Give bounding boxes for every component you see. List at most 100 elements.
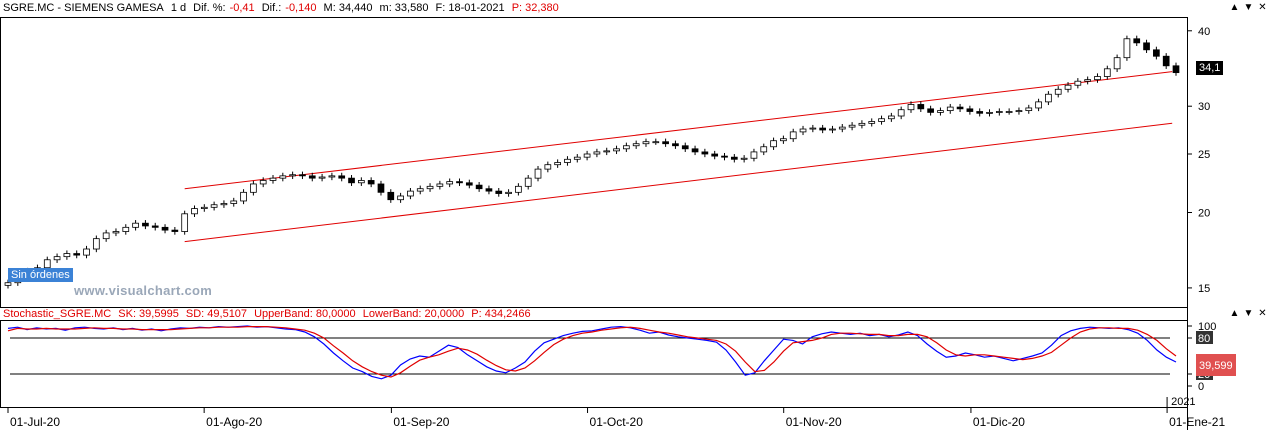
candle-down (1153, 49, 1160, 57)
candle-down (308, 175, 316, 179)
candle-down (338, 175, 346, 179)
candle-up (760, 146, 768, 153)
candle-up (230, 200, 238, 204)
price-axis-label: 30 (1198, 101, 1210, 113)
candle-down (917, 104, 925, 110)
stoch-axis-label-bg (1196, 331, 1213, 344)
candle-down (367, 180, 375, 185)
candle-up (878, 118, 885, 122)
candle-up (1103, 68, 1111, 77)
candle-down (495, 190, 503, 194)
price-axis-label: 25 (1198, 149, 1210, 161)
time-axis-label: 01-Ago-20 (206, 415, 262, 429)
stochastic-sd-line (7, 326, 1177, 378)
price-label: P: 32,380 (511, 2, 559, 14)
stoch-axis-label: 0 (1198, 381, 1204, 393)
time-axis-label: 01-Nov-20 (786, 415, 842, 429)
candle-up (789, 131, 797, 140)
max-label: M: 34,440 (323, 2, 373, 14)
stochastic-plot (7, 325, 1177, 380)
time-axis-label: 01-Ene-21 (1169, 415, 1225, 429)
candle-up (809, 127, 817, 130)
close-icon[interactable]: ✕ (1258, 2, 1267, 13)
candle-up (4, 282, 12, 286)
candle-down (151, 225, 159, 228)
candle-up (191, 208, 198, 215)
candle-up (544, 164, 552, 170)
candle-up (1123, 38, 1131, 59)
candle-up (318, 176, 326, 179)
candle-up (564, 158, 571, 163)
candle-up (623, 145, 630, 150)
candle-down (387, 191, 395, 201)
candle-up (995, 111, 1003, 113)
candle-up (63, 253, 71, 258)
move-down-icon[interactable]: ▼ (1243, 2, 1254, 13)
move-up-icon[interactable]: ▲ (1229, 2, 1240, 13)
candle-up (1035, 101, 1042, 109)
candle-up (436, 183, 444, 187)
stoch-axis-label: 80 (1198, 333, 1210, 345)
candle-up (1045, 93, 1052, 103)
candle-up (1064, 84, 1072, 90)
price-axis-label: 40 (1198, 26, 1210, 38)
candle-up (593, 151, 601, 155)
period-label: 1 d (170, 2, 187, 14)
year-marker-label: 2021 (1171, 396, 1195, 408)
candle-up (652, 141, 660, 144)
candle-up (1084, 79, 1092, 82)
candle-up (888, 115, 895, 120)
candle-up (868, 121, 876, 124)
candle-up (328, 175, 336, 178)
price-plot (4, 35, 1180, 289)
candle-up (92, 238, 100, 250)
date-label: F: 18-01-2021 (435, 2, 505, 14)
indicator-sd: SD: 49,5107 (185, 308, 248, 320)
candle-up (838, 126, 846, 130)
candle-up (946, 106, 954, 112)
min-label: m: 33,580 (379, 2, 429, 14)
price-axis-label: 20 (1198, 207, 1210, 219)
candle-up (632, 143, 640, 147)
indicator-header: Stochastic_SGRE.MC SK: 39,5995 SD: 49,51… (3, 308, 535, 320)
candle-up (279, 175, 287, 179)
candle-up (603, 150, 611, 153)
order-status-badge[interactable]: Sin órdenes (8, 268, 73, 282)
price-header: SGRE.MC - SIEMENS GAMESA 1 d Dif. %: -0,4… (3, 2, 563, 14)
candle-up (397, 195, 404, 201)
candle-up (102, 232, 110, 240)
candle-down (819, 127, 827, 131)
candle-down (456, 181, 463, 184)
candle-up (1054, 88, 1062, 95)
move-down-icon[interactable]: ▼ (1243, 308, 1254, 319)
candle-up (53, 256, 61, 261)
candle-up (112, 231, 120, 234)
candle-down (701, 151, 709, 155)
candle-up (937, 110, 944, 113)
candle-up (829, 128, 836, 131)
candle-up (1005, 111, 1013, 113)
candle-down (171, 229, 179, 232)
candle-up (43, 259, 51, 269)
price-axis-label: 15 (1198, 283, 1210, 295)
close-icon[interactable]: ✕ (1258, 308, 1267, 319)
candle-up (407, 190, 414, 197)
candle-up (200, 206, 208, 209)
candle-up (220, 203, 228, 206)
candle-up (181, 213, 189, 232)
candle-up (1015, 110, 1023, 113)
dif-label: Dif.: (261, 2, 282, 14)
candle-up (554, 162, 561, 166)
channel-upper-line (184, 71, 1173, 190)
candle-down (721, 155, 728, 158)
stoch-value-label: 39,599 (1199, 360, 1233, 372)
candle-up (505, 191, 512, 194)
candle-up (770, 140, 777, 148)
candle-up (210, 204, 218, 208)
move-up-icon[interactable]: ▲ (1229, 308, 1240, 319)
stoch-axis-label: 100 (1198, 321, 1216, 333)
candle-down (672, 143, 679, 147)
candle-up (613, 148, 620, 152)
candle-down (485, 188, 493, 192)
